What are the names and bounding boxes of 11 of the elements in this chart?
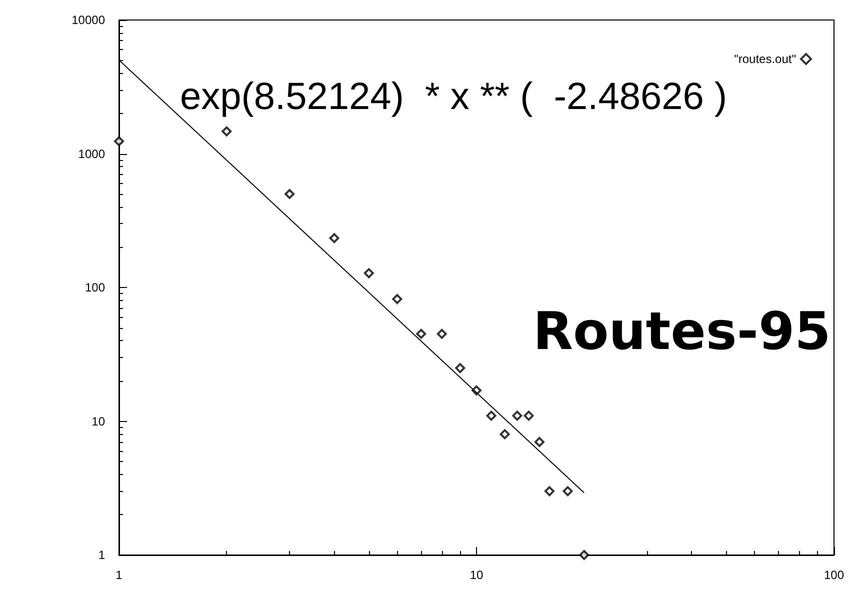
y-tick-label: 1 <box>98 548 106 562</box>
x-tick-label: 100 <box>824 568 844 582</box>
x-tick-label: 1 <box>116 568 123 582</box>
annotation: exp(8.52124) * x ** ( -2.48626 ) <box>180 76 728 118</box>
annotation: Routes-95 <box>533 302 831 362</box>
y-tick-label: 10000 <box>72 13 106 27</box>
y-tick-label: 1000 <box>78 146 106 161</box>
legend-label: "routes.out" <box>734 52 796 66</box>
x-tick-label: 10 <box>470 568 484 582</box>
y-tick-label: 100 <box>84 280 106 294</box>
y-tick-label: 10 <box>92 414 106 428</box>
